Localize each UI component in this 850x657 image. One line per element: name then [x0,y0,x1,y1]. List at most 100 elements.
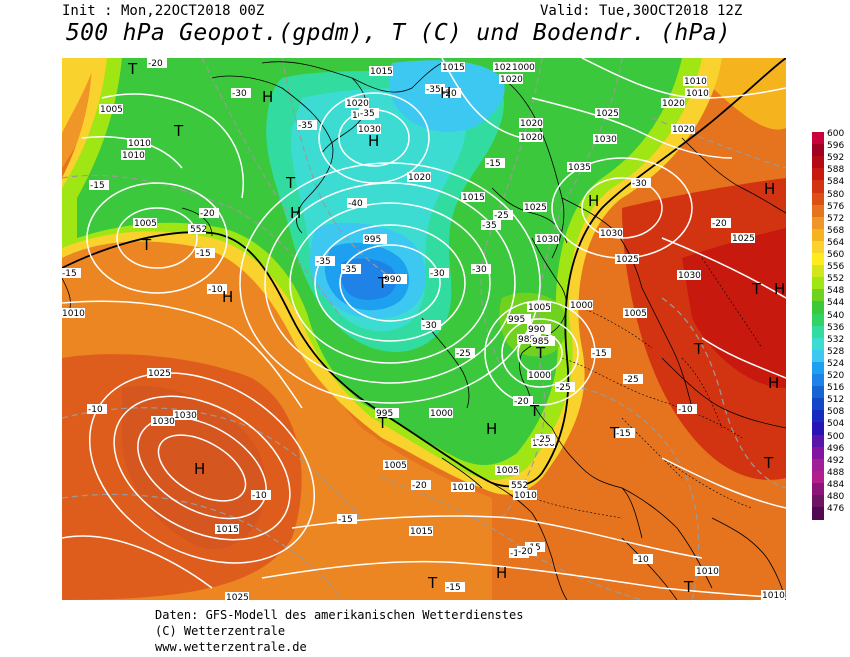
legend-swatch [812,446,824,460]
pressure-label: 1005 [384,461,407,471]
pressure-label-bg [409,526,433,536]
high-pressure-marker: H [768,374,779,392]
pressure-label-bg [511,62,535,72]
pressure-label-bg [535,234,559,244]
pressure-label: 1025 [596,109,619,119]
legend-label: 572 [827,213,845,224]
low-pressure-marker: T [377,414,388,432]
temp-label-bg [623,374,643,384]
pressure-label: 1000 [430,409,453,419]
pressure-label-bg [99,104,123,114]
temp-label-bg [481,220,501,230]
pressure-label: 1010 [684,77,707,87]
legend-entry: 588 [812,165,850,181]
pressure-label-bg [173,410,197,420]
legend-swatch [812,313,824,327]
temp-label-bg [231,88,251,98]
pressure-label-bg [527,302,551,312]
low-pressure-marker: T [683,578,694,596]
temp-label: -35 [360,109,375,119]
legend-entry: 552 [812,274,850,290]
pressure-label: 1015 [462,193,485,203]
pressure-label: 1010 [514,491,537,501]
legend-entry: 528 [812,347,850,363]
temp-label: -20 [442,89,457,99]
pressure-label: 1010 [696,567,719,577]
temp-label-bg [631,178,651,188]
temp-label-bg [441,88,461,98]
temp-label-bg [513,396,533,406]
temp-label: -15 [446,583,461,593]
high-pressure-marker: H [764,180,775,198]
legend-label: 596 [827,141,845,152]
legend-swatch [812,156,824,169]
legend-entry: 576 [812,201,850,218]
legend-entry: 520 [812,371,850,387]
pressure-label-bg [407,172,431,182]
pressure-label-bg [499,74,523,84]
low-pressure-marker: T [173,122,184,140]
legend-swatch [812,301,824,314]
legend-entry: 508 [812,407,850,423]
temp-label-bg [445,582,465,592]
label-552b-bg [509,480,527,490]
pressure-label: 1020 [408,173,431,183]
high-pressure-marker: H [222,288,233,306]
pressure-label-bg [731,233,755,243]
legend-swatch [812,192,824,206]
legend-swatch [812,216,824,230]
legend-swatch [812,361,824,375]
field-red-east-core [682,228,786,388]
pressure-label-bg [133,218,157,228]
legend-entry: 556 [812,262,850,278]
legend-entry: 600 [812,129,850,145]
high-pressure-marker: H [486,420,497,438]
legend-entry: 592 [812,153,850,169]
high-pressure-marker: H [194,460,205,478]
legend-swatch [812,422,824,435]
legend-label: 488 [827,467,845,478]
legend-label: 584 [827,177,845,188]
pressure-label: 1005 [496,466,519,476]
pressure-label-bg [383,460,407,470]
temp-label-bg [455,348,475,358]
pressure-label: 985 [532,337,549,347]
high-pressure-marker: H [774,280,785,298]
footer-url: www.wetterzentrale.de [155,640,307,654]
pressure-label-bg [441,62,465,72]
temp-label-bg [195,248,215,258]
legend-label: 568 [827,225,845,236]
temp-label: -25 [494,211,509,221]
legend-label: 548 [827,286,845,297]
label-552b: 552 [511,481,528,491]
legend-label: 552 [827,274,845,285]
pressure-label: 1020 [520,133,543,143]
pressure-label-bg [569,300,593,310]
pressure-label-bg [683,76,707,86]
legend-swatch [812,265,824,278]
temp-label-bg [315,256,335,266]
pressure-label-bg [345,98,369,108]
legend-swatch [812,168,824,181]
high-pressure-marker: H [496,564,507,582]
temp-label-bg [425,84,445,94]
legend-swatch [812,495,824,508]
temp-label: -40 [348,199,363,209]
legend-entry: 476 [812,504,850,520]
legend-label: 560 [827,250,845,260]
legend-label: 508 [827,407,845,418]
legend-label: 536 [827,322,845,333]
legend-swatch [812,337,824,351]
temp-label: -20 [200,209,215,219]
high-pressure-marker: H [588,192,599,210]
legend-label: 592 [827,153,845,164]
low-pressure-marker: T [693,340,704,358]
temp-label: -15 [486,159,501,169]
legend-label: 576 [827,201,845,212]
temp-label: -10 [88,405,103,415]
pressure-label: 1015 [370,67,393,77]
legend-entry: 568 [812,225,850,242]
legend-label: 544 [827,298,845,309]
temp-label: -20 [148,59,163,69]
